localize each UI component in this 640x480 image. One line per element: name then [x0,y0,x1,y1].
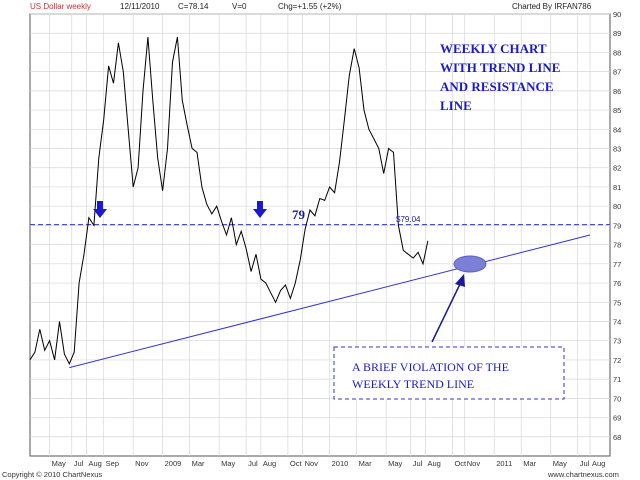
x-tick-label: Jul [248,459,258,468]
chart-title: US Dollar weekly [30,2,91,11]
x-tick-label: Nov [305,459,319,468]
x-tick-label: May [221,459,235,468]
x-tick-label: May [52,459,66,468]
y-tick-label: 69 [613,414,621,423]
y-tick-label: 72 [613,356,621,365]
trend-line [69,234,591,369]
annotation-title: WEEKLY CHART WITH TREND LINE AND RESISTA… [440,41,560,113]
x-tick-label: 2011 [496,459,512,468]
x-tick-label: Mar [523,459,536,468]
x-axis: May Jul Aug Sep Nov 2009 Mar May Jul Aug Oct Nov 201… [52,459,606,468]
annotation-line: A BRIEF VIOLATION OF THE [352,360,509,374]
x-tick-label: Nov [135,459,149,468]
header-change: Chg=+1.55 (+2%) [278,2,342,11]
y-tick-label: 80 [613,202,621,211]
x-tick-label: Aug [427,459,440,468]
x-tick-label: Aug [592,459,605,468]
footer-site: www.chartnexus.com [547,470,619,479]
resistance-label-79: 79 [292,207,306,222]
x-tick-label: Mar [359,459,372,468]
grid [30,13,610,456]
x-tick-label: Aug [263,459,276,468]
down-arrow-icon [93,201,107,218]
y-tick-label: 83 [613,145,621,154]
x-tick-label: Jul [413,459,423,468]
down-arrow-icon [253,201,267,218]
x-tick-label: 2010 [332,459,349,468]
x-tick-label: 2009 [165,459,182,468]
x-tick-label: Oct [290,459,303,468]
header-close: C=78.14 [178,2,209,11]
x-tick-label: Oct [454,459,467,468]
y-tick-label: 78 [613,241,621,250]
y-tick-label: 90 [613,10,621,19]
y-tick-label: 74 [613,317,621,326]
annotation-line: WITH TREND LINE [440,60,560,75]
x-tick-label: Jul [580,459,590,468]
x-tick-label: Mar [192,459,205,468]
up-arrow-icon [431,274,465,343]
y-axis: 68 69 70 71 72 73 74 75 76 77 78 79 80 81 82 83 84 85 86 87… [613,10,621,442]
x-tick-label: Sep [106,459,119,468]
y-tick-label: 85 [613,106,621,115]
y-tick-label: 68 [613,433,621,442]
y-tick-label: 87 [613,68,621,77]
y-tick-label: 86 [613,87,621,96]
header-charted-by: Charted By IRFAN786 [512,2,592,11]
y-tick-label: 89 [613,29,621,38]
y-tick-label: 77 [613,260,621,269]
x-tick-label: May [388,459,402,468]
resistance-value-label: $79.04 [396,215,421,224]
y-tick-label: 84 [613,125,621,134]
y-tick-label: 88 [613,48,621,57]
header-volume: V=0 [232,2,247,11]
annotation-line: AND RESISTANCE [440,79,554,94]
annotation-violation-box: A BRIEF VIOLATION OF THE WEEKLY TREND LI… [333,346,565,400]
y-tick-label: 75 [613,298,621,307]
y-tick-label: 71 [613,375,621,384]
x-tick-label: Aug [88,459,101,468]
y-tick-label: 81 [613,183,621,192]
y-tick-label: 73 [613,337,621,346]
y-tick-label: 79 [613,221,621,230]
price-series-line [29,37,429,365]
footer-copyright: Copyright © 2010 ChartNexus [2,470,102,479]
x-tick-label: Nov [467,459,481,468]
x-tick-label: May [553,459,567,468]
violation-ellipse [453,255,487,273]
header-date: 12/11/2010 [120,2,160,11]
y-tick-label: 76 [613,279,621,288]
annotation-line: WEEKLY TREND LINE [352,377,474,391]
annotation-line: LINE [440,98,472,113]
y-tick-label: 82 [613,164,621,173]
y-tick-label: 70 [613,394,621,403]
x-tick-label: Jul [74,459,84,468]
annotation-line: WEEKLY CHART [440,41,547,56]
